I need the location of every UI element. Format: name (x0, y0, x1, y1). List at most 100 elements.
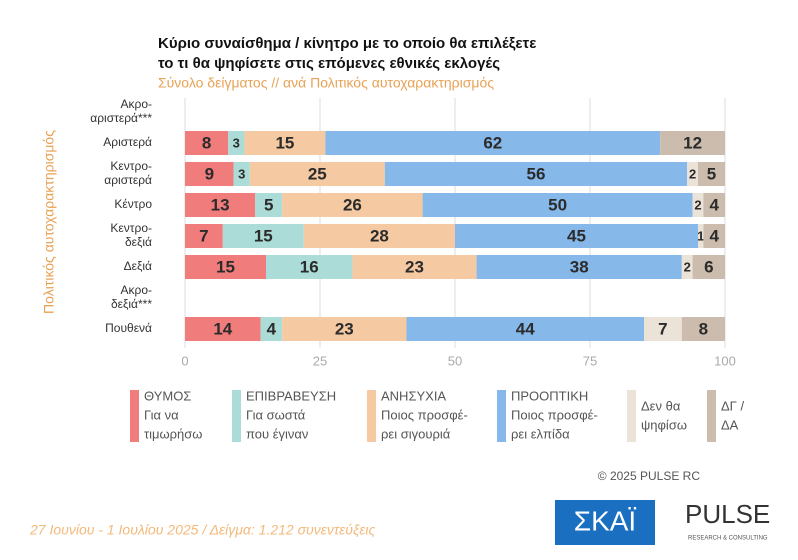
data-label: 2 (694, 197, 701, 212)
chart-subtitle: Σύνολο δείγματος // ανά Πολιτικός αυτοχα… (158, 75, 494, 91)
data-label: 8 (202, 133, 211, 152)
data-label: 45 (567, 226, 586, 245)
y-tick-label: Κεντρο- (110, 159, 152, 173)
logo: PULSE (685, 499, 770, 529)
data-label: 50 (548, 195, 567, 214)
data-label: 3 (233, 135, 240, 150)
bar-segment (185, 193, 256, 217)
chart-title: το τι θα ψηφίσετε στις επόμενες εθνικές … (158, 55, 500, 72)
bar-segment (185, 162, 234, 186)
x-tick-label: 75 (583, 353, 597, 368)
y-tick-label: Αριστερά (103, 135, 152, 149)
y-tick-label: Κέντρο (114, 197, 152, 211)
bar-segment (255, 193, 283, 217)
data-label: 7 (658, 319, 667, 338)
data-label: 62 (483, 133, 502, 152)
bar-segment (282, 193, 423, 217)
data-label: 14 (213, 319, 232, 338)
bar-segment (698, 224, 704, 248)
y-tick-label: Ακρο- (121, 283, 153, 297)
bar-segment (692, 193, 704, 217)
data-label: 25 (308, 164, 327, 183)
legend-label: ΔΓ / (721, 398, 744, 413)
y-tick-label: Πουθενά (105, 321, 152, 335)
legend-label: Ποιος προσφέ- (511, 407, 598, 422)
bar-segment (703, 224, 725, 248)
data-label: 7 (199, 226, 208, 245)
bar-segment (228, 131, 245, 155)
legend-label: ΘΥΜΟΣ (144, 388, 191, 403)
bar-segment (687, 162, 698, 186)
data-label: 6 (704, 257, 713, 276)
bar-segment (249, 162, 385, 186)
bar-segment (406, 317, 644, 341)
bar-segment (698, 162, 725, 186)
data-label: 3 (238, 166, 245, 181)
legend-label: ρει σιγουριά (381, 426, 451, 441)
data-label: 15 (216, 257, 235, 276)
logo-sub: RESEARCH & CONSULTING (688, 536, 768, 542)
y-tick-label: αριστερά*** (90, 111, 152, 125)
data-label: 12 (683, 133, 702, 152)
legend-label: ΕΠΙΒΡΑΒΕΥΣΗ (246, 388, 336, 403)
legend-swatch (367, 390, 376, 442)
legend-label: ψηφίσω (641, 417, 687, 432)
y-tick-label: Ακρο- (121, 97, 153, 111)
logo-box (555, 500, 655, 545)
bar-segment (325, 131, 661, 155)
bar-segment (233, 162, 250, 186)
data-label: 15 (254, 226, 273, 245)
bar-segment (352, 255, 477, 279)
x-tick-label: 50 (448, 353, 462, 368)
bar-segment (455, 224, 698, 248)
bar-segment (260, 317, 283, 341)
legend-swatch (707, 390, 716, 442)
legend-label: ΑΝΗΣΥΧΙΑ (381, 388, 446, 403)
legend-label: Δεν θα (641, 398, 681, 413)
bar-segment (384, 162, 688, 186)
x-tick-label: 0 (181, 353, 188, 368)
bar-segment (681, 317, 725, 341)
data-label: 38 (570, 257, 589, 276)
bar-segment (681, 255, 693, 279)
legend-label: ρει ελπίδα (511, 426, 570, 441)
x-tick-label: 100 (714, 353, 736, 368)
data-label: 2 (689, 166, 696, 181)
bar-segment (185, 131, 229, 155)
bar-segment (692, 255, 725, 279)
legend-swatch (497, 390, 506, 442)
data-label: 2 (684, 259, 691, 274)
y-tick-label: Δεξιά (124, 259, 152, 273)
chart-title: Κύριο συναίσθημα / κίνητρο με το οποίο θ… (158, 35, 536, 52)
legend-label: Για σωστά (246, 407, 306, 422)
data-label: 4 (267, 319, 277, 338)
bar-segment (185, 224, 223, 248)
bar-segment (282, 317, 407, 341)
legend-label: που έγιναν (246, 426, 308, 441)
y-axis-label: Πολιτικός αυτοχαρακτηρισμός (41, 130, 57, 314)
bar-segment (703, 193, 725, 217)
data-label: 13 (211, 195, 230, 214)
bar-segment (185, 317, 261, 341)
bar-segment (266, 255, 353, 279)
legend-label: ΔΑ (721, 417, 739, 432)
bar-segment (185, 255, 266, 279)
legend-swatch (232, 390, 241, 442)
y-tick-label: αριστερά (104, 173, 152, 187)
data-label: 15 (275, 133, 294, 152)
bar-segment (476, 255, 682, 279)
data-label: 5 (707, 164, 716, 183)
bar-segment (244, 131, 326, 155)
data-label: 5 (264, 195, 273, 214)
data-label: 28 (370, 226, 389, 245)
y-tick-label: δεξιά (125, 235, 152, 249)
bar-segment (644, 317, 682, 341)
legend-label: Ποιος προσφέ- (381, 407, 468, 422)
legend-label: τιμωρήσω (144, 426, 202, 441)
legend-swatch (130, 390, 139, 442)
data-label: 23 (405, 257, 424, 276)
legend-label: ΠΡΟΟΠΤΙΚΗ (511, 388, 588, 403)
data-label: 26 (343, 195, 362, 214)
bar-segment (303, 224, 455, 248)
